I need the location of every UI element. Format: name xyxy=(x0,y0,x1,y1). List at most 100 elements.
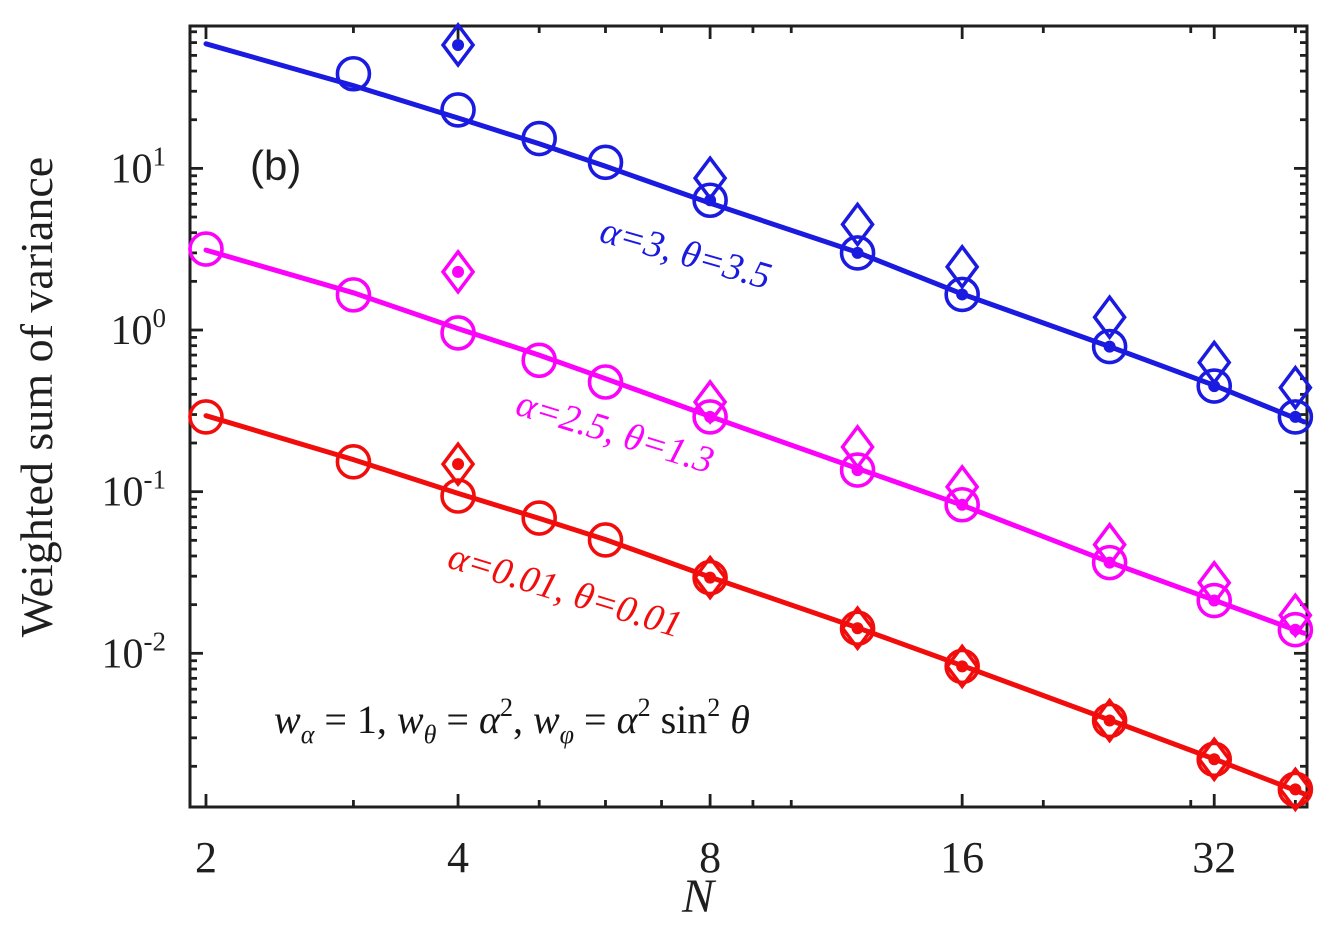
red-diamond-marker xyxy=(692,554,728,601)
red-circle-marker xyxy=(521,500,557,536)
y-tick-label: 100 xyxy=(111,303,167,354)
red-circle-marker xyxy=(692,559,728,596)
red-circle-marker xyxy=(188,399,224,435)
blue-diamond-marker xyxy=(840,201,875,248)
red-dot-marker xyxy=(1208,753,1221,766)
x-tick-label: 32 xyxy=(1192,833,1236,882)
magenta-fit-line xyxy=(203,247,1307,636)
magenta-circle-marker xyxy=(335,277,372,313)
annotation-blue-label: α=3, θ=3.5 xyxy=(596,209,776,298)
red-dot-marker xyxy=(851,622,864,635)
red-circle-marker xyxy=(839,610,876,647)
formula-segment: α xyxy=(617,697,639,742)
blue-dot-marker xyxy=(704,194,717,207)
magenta-diamond-marker xyxy=(440,248,476,295)
red-dot-marker xyxy=(704,571,717,584)
red-diamond-marker xyxy=(1092,697,1127,744)
magenta-circle-marker xyxy=(587,364,624,400)
red-circle-marker xyxy=(587,522,624,558)
formula-segment: sin xyxy=(651,697,708,742)
blue-dot-marker xyxy=(1289,410,1302,423)
red-circle-marker xyxy=(1091,702,1128,739)
annotation-red-label: α=0.01, θ=0.01 xyxy=(443,535,687,646)
blue-dot-marker xyxy=(851,246,864,259)
red-dot-marker xyxy=(956,660,969,673)
red-diamond-marker xyxy=(1197,736,1232,783)
magenta-circle-marker xyxy=(1196,582,1233,619)
red-diamond-marker xyxy=(840,605,875,652)
plot-frame xyxy=(188,24,1309,809)
x-tick-label: 4 xyxy=(447,833,469,882)
magenta-circle-marker xyxy=(188,231,224,267)
x-axis-label: N xyxy=(681,870,717,923)
magenta-circle-marker xyxy=(521,342,557,379)
red-dot-marker xyxy=(452,458,465,471)
blue-diamond-marker xyxy=(1278,364,1313,411)
blue-circle-marker xyxy=(1277,399,1314,435)
formula-segment: 2 xyxy=(500,693,513,722)
blue-circle-marker xyxy=(944,276,980,313)
formula-segment: = 1, xyxy=(314,697,397,742)
red-dot-marker xyxy=(1103,714,1116,727)
blue-circle-marker xyxy=(440,92,476,128)
red-circle-marker xyxy=(1277,771,1314,808)
formula-segment: θ xyxy=(424,720,437,749)
red-diamond-marker xyxy=(944,643,980,690)
blue-fit-line xyxy=(203,41,1307,425)
magenta-dot-marker xyxy=(452,265,465,278)
y-tick-label: 10-1 xyxy=(102,465,167,516)
formula-segment: α xyxy=(301,720,316,749)
blue-circle-marker xyxy=(839,235,876,271)
y-axis-label: Weighted sum of variance xyxy=(11,157,62,637)
formula-segment: φ xyxy=(560,720,574,749)
x-tick-label: 2 xyxy=(195,833,217,882)
blue-circle-marker xyxy=(587,144,624,181)
x-tick-label: 16 xyxy=(940,833,984,882)
x-tick-label: 8 xyxy=(699,833,721,882)
formula-segment: α xyxy=(479,697,501,742)
blue-diamond-marker xyxy=(944,243,980,290)
annotation-weights-formula: wα = 1, wθ = α2, wφ = α2 sin2 θ xyxy=(274,693,750,749)
formula-segment: , xyxy=(513,697,533,742)
y-tick-label: 101 xyxy=(111,141,167,192)
magenta-circle-marker xyxy=(692,399,728,435)
magenta-dot-marker xyxy=(956,498,969,511)
annotation-magenta-label: α=2.5, θ=1.3 xyxy=(511,382,718,482)
formula-segment: = xyxy=(436,697,479,742)
formula-segment: w xyxy=(397,697,424,742)
blue-dot-marker xyxy=(452,38,465,51)
red-circle-marker xyxy=(1196,741,1233,778)
blue-circle-marker xyxy=(335,55,372,92)
magenta-diamond-marker xyxy=(840,424,875,470)
blue-diamond-marker xyxy=(440,22,476,68)
magenta-circle-marker xyxy=(440,315,476,351)
magenta-dot-marker xyxy=(1289,623,1302,636)
red-circle-marker xyxy=(440,478,476,514)
formula-segment: 2 xyxy=(707,693,720,722)
axis-ticks xyxy=(190,26,1307,807)
formula-segment: θ xyxy=(720,697,750,742)
red-circle-marker xyxy=(944,648,980,685)
blue-circle-marker xyxy=(1091,328,1128,365)
blue-diamond-marker xyxy=(692,155,728,202)
red-circle-marker xyxy=(335,444,372,480)
series-red xyxy=(188,399,1314,813)
magenta-dot-marker xyxy=(1103,556,1116,569)
formula-segment: w xyxy=(274,697,301,742)
formula-segment: w xyxy=(533,697,560,742)
y-tick-label: 10-2 xyxy=(102,626,167,677)
blue-dot-marker xyxy=(1103,340,1116,353)
blue-circle-marker xyxy=(692,182,728,219)
blue-dot-marker xyxy=(1208,380,1221,393)
magenta-circle-marker xyxy=(944,486,980,523)
red-diamond-marker xyxy=(1278,766,1313,813)
blue-circle-marker xyxy=(521,120,557,157)
formula-segment: = xyxy=(574,697,617,742)
magenta-circle-marker xyxy=(1277,611,1314,648)
red-dot-marker xyxy=(1289,783,1302,796)
magenta-circle-marker xyxy=(839,452,876,488)
series-magenta xyxy=(188,231,1314,648)
blue-dot-marker xyxy=(956,288,969,301)
formula-segment: 2 xyxy=(638,693,651,722)
